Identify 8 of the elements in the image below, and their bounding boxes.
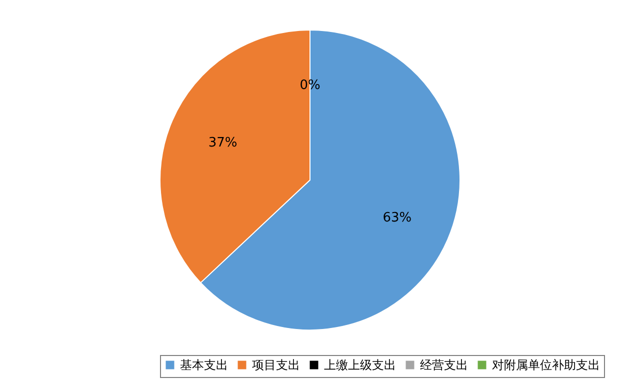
- data-label: 37%: [208, 135, 238, 150]
- data-label: 63%: [382, 210, 412, 226]
- legend-label: 基本支出: [180, 358, 228, 372]
- legend-label: 项目支出: [252, 358, 300, 372]
- text: 0%: [300, 78, 320, 93]
- legend-label: 上缴上级支出: [324, 358, 396, 372]
- legend-label: 对附属单位补助支出: [492, 358, 600, 372]
- legend-label: 经营支出: [420, 358, 468, 372]
